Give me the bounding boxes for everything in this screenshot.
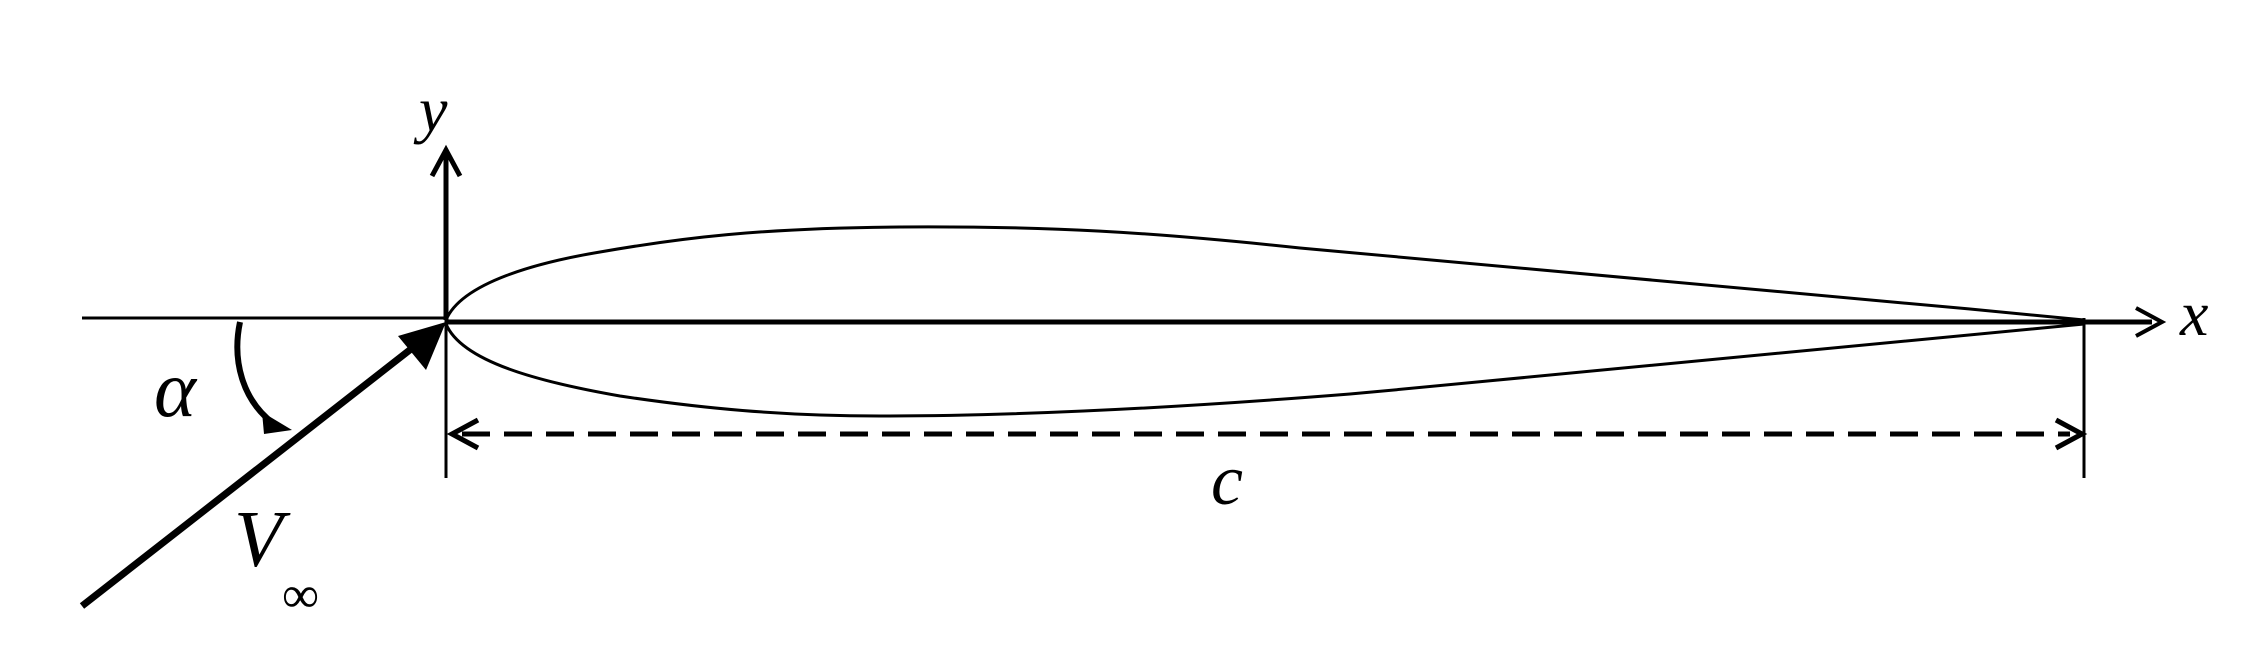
x-axis-label: x — [2180, 278, 2209, 349]
chord-dimension-left-arrowhead — [446, 417, 480, 451]
freestream-velocity-label: V — [234, 496, 283, 584]
chord-dimension-right-arrowhead — [2054, 417, 2088, 451]
angle-of-attack-arc — [234, 321, 276, 427]
freestream-velocity-vector — [79, 339, 423, 609]
y-axis-label: y — [419, 74, 448, 145]
angle-of-attack-arrowhead — [262, 412, 292, 434]
angle-of-attack-label: α — [154, 346, 196, 434]
freestream-velocity-subscript: ∞ — [282, 567, 320, 624]
chord-label: c — [1211, 440, 1243, 520]
freestream-velocity-arrowhead — [398, 322, 446, 370]
x-axis-arrowhead — [2135, 306, 2167, 338]
airfoil-upper-surface — [444, 225, 2085, 322]
y-axis-arrowhead — [429, 144, 463, 178]
airfoil-lower-surface — [444, 322, 2085, 418]
